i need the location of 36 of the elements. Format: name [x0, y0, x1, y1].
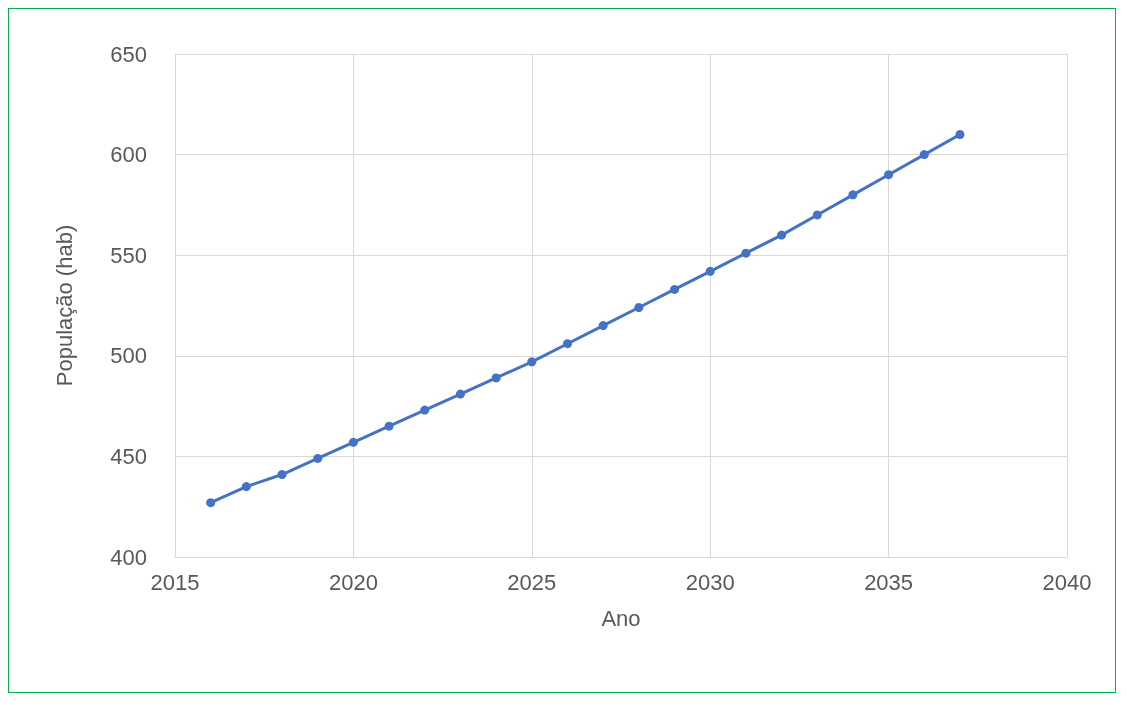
- x-tick-label: 2015: [150, 569, 200, 595]
- point: [777, 230, 787, 240]
- x-tick-label: 2040: [1042, 569, 1092, 595]
- point: [491, 373, 501, 383]
- y-axis-title: População (hab): [51, 224, 77, 387]
- point: [919, 150, 929, 160]
- point: [634, 303, 644, 313]
- point: [884, 170, 894, 180]
- x-axis-title: Ano: [601, 605, 641, 631]
- y-tick-label: 650: [110, 41, 147, 67]
- point: [741, 248, 751, 258]
- point: [384, 421, 394, 431]
- point: [705, 266, 715, 276]
- point: [598, 321, 608, 331]
- point: [277, 470, 287, 480]
- x-tick-label: 2020: [328, 569, 378, 595]
- point: [848, 190, 858, 200]
- y-tick-label: 450: [110, 443, 147, 469]
- point: [812, 210, 822, 220]
- y-tick-label: 550: [110, 242, 147, 268]
- point: [313, 453, 323, 463]
- x-tick-label: 2030: [685, 569, 735, 595]
- x-tick-label: 2035: [864, 569, 914, 595]
- point: [527, 357, 537, 367]
- point: [455, 389, 465, 399]
- point: [206, 498, 216, 508]
- x-tick-label: 2025: [507, 569, 557, 595]
- point: [562, 339, 572, 349]
- point: [420, 405, 430, 415]
- point: [955, 129, 965, 139]
- y-tick-label: 500: [110, 343, 147, 369]
- point: [670, 284, 680, 294]
- y-tick-label: 600: [110, 142, 147, 168]
- y-tick-label: 400: [110, 544, 147, 570]
- point: [241, 482, 251, 492]
- point: [348, 437, 358, 447]
